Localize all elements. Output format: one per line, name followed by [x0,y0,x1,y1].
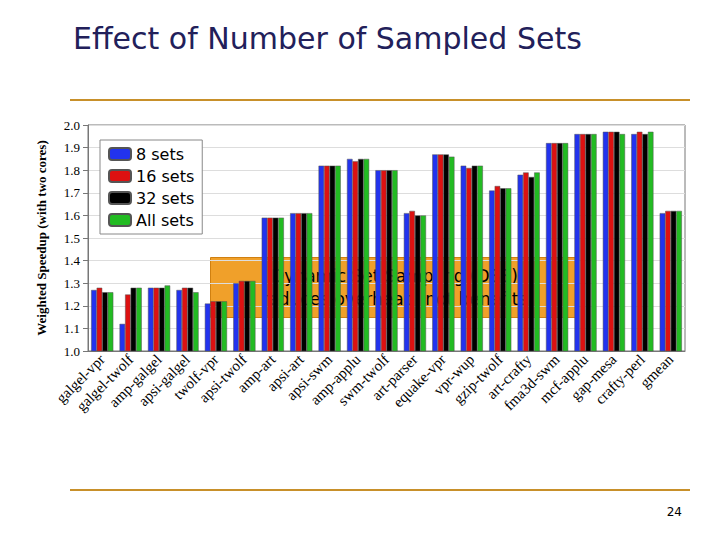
svg-text:gap-mesa: gap-mesa [567,351,620,404]
svg-text:32 sets: 32 sets [136,189,194,208]
svg-text:art-crafty: art-crafty [483,351,535,403]
svg-text:1.6: 1.6 [64,208,81,223]
svg-text:1.2: 1.2 [64,298,80,313]
svg-text:24: 24 [667,505,682,519]
svg-text:swm-twolf: swm-twolf [334,351,393,409]
svg-text:All sets: All sets [136,211,194,230]
svg-text:apsi-galgel: apsi-galgel [135,351,194,410]
svg-text:16 sets: 16 sets [136,167,194,186]
svg-text:galgel-vpr: galgel-vpr [53,351,108,407]
svg-text:vpr-wup: vpr-wup [430,351,478,399]
svg-text:mcf-applu: mcf-applu [536,351,592,407]
svg-text:1.3: 1.3 [64,276,80,291]
svg-text:fma3d-swm: fma3d-swm [500,351,563,414]
svg-text:1.9: 1.9 [64,140,80,155]
svg-text:1.8: 1.8 [64,163,80,178]
svg-text:galgel-twolf: galgel-twolf [73,351,137,415]
svg-text:1.7: 1.7 [64,185,81,200]
svg-text:8 sets: 8 sets [136,145,184,164]
svg-text:amp-galgel: amp-galgel [105,351,165,411]
svg-text:apsi-art: apsi-art [263,351,307,395]
svg-text:gzip-twolf: gzip-twolf [450,351,506,407]
svg-text:Effect of Number of Sampled Se: Effect of Number of Sampled Sets [73,21,582,56]
svg-text:Weighted Speedup (with two cor: Weighted Speedup (with two cores) [34,140,49,335]
svg-text:1.0: 1.0 [64,344,80,359]
svg-text:2.0: 2.0 [64,118,80,133]
svg-text:amp-applu: amp-applu [307,351,364,408]
svg-text:apsi-twolf: apsi-twolf [195,351,250,406]
svg-text:gmean: gmean [637,351,677,391]
svg-text:apsi-swm: apsi-swm [283,351,336,404]
svg-text:equake-vpr: equake-vpr [390,351,449,411]
svg-text:1.1: 1.1 [64,321,80,336]
svg-text:crafty-perl: crafty-perl [592,351,648,408]
svg-text:1.5: 1.5 [64,231,80,246]
svg-text:1.4: 1.4 [64,253,81,268]
svg-text:amp-art: amp-art [234,351,279,396]
svg-text:twolf-vpr: twolf-vpr [170,351,222,403]
svg-text:art-parser: art-parser [368,351,421,404]
